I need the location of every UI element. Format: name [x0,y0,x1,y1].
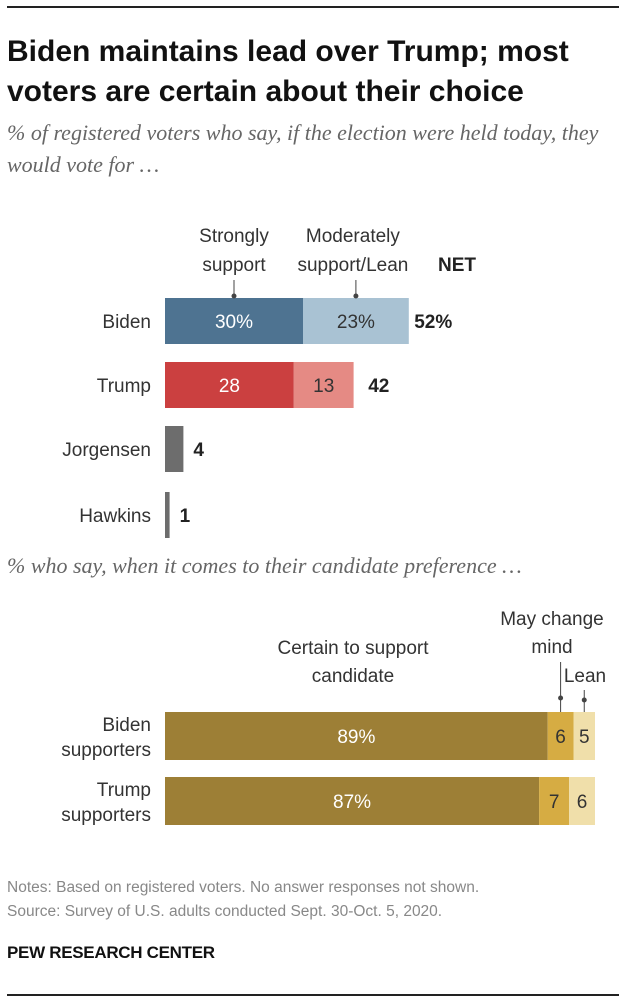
segment-label: 7 [549,792,560,813]
category-label: Hawkins [79,506,151,527]
source-line: Source: Survey of U.S. adults conducted … [7,903,443,920]
legend-label: candidate [312,666,394,687]
segment-label: 6 [577,792,588,813]
chart-title: Biden maintains lead over Trump; most vo… [7,35,569,108]
category-label: supporters [61,740,151,761]
legend-label: Strongly [199,226,269,247]
segment-label: 5 [579,727,590,748]
category-label: Jorgensen [62,440,151,461]
segment-label: 87% [333,792,371,813]
category-label: supporters [61,805,151,826]
category-label: Biden [102,312,151,333]
top-rule [7,6,619,8]
net-header: NET [438,255,476,276]
net-label: 1 [180,506,191,527]
legend-label: Lean [564,666,606,687]
segment-label: 23% [337,312,375,333]
net-label: 42 [368,376,389,397]
legend-dot [231,293,237,299]
segment-label: 89% [337,727,375,748]
bar-segment [165,426,184,472]
category-label: Biden [102,715,151,736]
category-label: Trump [97,780,151,801]
segment-label: 28 [219,376,240,397]
legend-label: mind [531,637,572,658]
vote-choice-chart: Biden 30% 23% 52% Trump 28 13 42 Jorgensen 4 Hawki… [62,226,476,538]
legend-label: support [202,255,266,276]
bar-segment [539,777,570,825]
notes: Notes: Based on registered voters. No an… [7,876,479,924]
bar-segment [165,712,548,760]
legend-dot [558,695,564,701]
legend-label: May change [500,609,604,630]
legend-dot [581,697,587,703]
bar-segment [293,362,354,408]
legend-dot [353,293,359,299]
legend-label: Certain to support [277,638,429,659]
notes-line: Notes: Based on registered voters. No an… [7,879,480,896]
net-label: 52% [414,312,452,333]
bar-segment [547,712,574,760]
net-label: 4 [193,440,204,461]
bar-segment [573,712,595,760]
segment-label: 6 [555,727,566,748]
segment-label: 30% [215,312,253,333]
legend-label: support/Lean [297,255,408,276]
category-label: Trump [97,376,151,397]
bar-segment [165,362,294,408]
bar-segment [165,298,303,344]
bottom-rule [7,994,619,996]
segment-label: 13 [313,376,334,397]
preference-subtitle: % who say, when it comes to their candid… [7,553,522,578]
source-org: PEW RESEARCH CENTER [7,943,215,962]
chart-subtitle: % of registered voters who say, if the e… [7,120,599,177]
bar-segment [303,298,409,344]
legend-label: Moderately [306,226,400,247]
bar-segment [165,777,540,825]
bar-segment [165,492,170,538]
bar-segment [569,777,595,825]
